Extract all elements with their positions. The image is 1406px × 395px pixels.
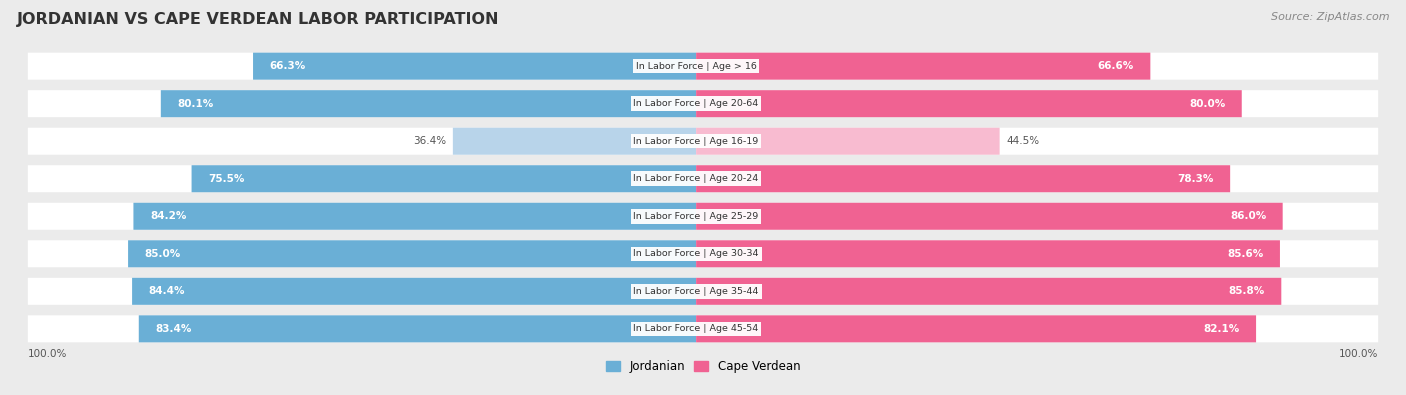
Text: 78.3%: 78.3%	[1177, 174, 1213, 184]
FancyBboxPatch shape	[696, 165, 1230, 192]
Text: In Labor Force | Age 45-54: In Labor Force | Age 45-54	[634, 324, 759, 333]
Text: 66.3%: 66.3%	[270, 61, 307, 71]
FancyBboxPatch shape	[160, 90, 696, 117]
Text: 82.1%: 82.1%	[1204, 324, 1240, 334]
FancyBboxPatch shape	[696, 240, 1279, 267]
Text: 100.0%: 100.0%	[28, 350, 67, 359]
FancyBboxPatch shape	[453, 128, 696, 155]
FancyBboxPatch shape	[28, 128, 1378, 155]
FancyBboxPatch shape	[28, 165, 1378, 192]
FancyBboxPatch shape	[696, 90, 1241, 117]
FancyBboxPatch shape	[139, 315, 696, 342]
FancyBboxPatch shape	[134, 203, 696, 230]
Text: 80.1%: 80.1%	[177, 99, 214, 109]
FancyBboxPatch shape	[253, 53, 696, 80]
Text: 84.4%: 84.4%	[149, 286, 186, 296]
Text: 84.2%: 84.2%	[150, 211, 187, 221]
Legend: Jordanian, Cape Verdean: Jordanian, Cape Verdean	[600, 355, 806, 378]
Text: 85.8%: 85.8%	[1229, 286, 1265, 296]
FancyBboxPatch shape	[132, 278, 696, 305]
FancyBboxPatch shape	[696, 278, 1281, 305]
Text: 36.4%: 36.4%	[413, 136, 446, 146]
FancyBboxPatch shape	[696, 203, 1282, 230]
Text: JORDANIAN VS CAPE VERDEAN LABOR PARTICIPATION: JORDANIAN VS CAPE VERDEAN LABOR PARTICIP…	[17, 12, 499, 27]
Text: 85.6%: 85.6%	[1227, 249, 1264, 259]
FancyBboxPatch shape	[128, 240, 696, 267]
FancyBboxPatch shape	[696, 53, 1150, 80]
FancyBboxPatch shape	[28, 90, 1378, 117]
Text: 83.4%: 83.4%	[155, 324, 191, 334]
FancyBboxPatch shape	[28, 240, 1378, 267]
Text: 44.5%: 44.5%	[1007, 136, 1039, 146]
Text: In Labor Force | Age 20-64: In Labor Force | Age 20-64	[634, 99, 759, 108]
Text: In Labor Force | Age 25-29: In Labor Force | Age 25-29	[634, 212, 759, 221]
FancyBboxPatch shape	[28, 278, 1378, 305]
Text: 85.0%: 85.0%	[145, 249, 181, 259]
FancyBboxPatch shape	[191, 165, 696, 192]
Text: In Labor Force | Age 35-44: In Labor Force | Age 35-44	[634, 287, 759, 296]
Text: In Labor Force | Age 30-34: In Labor Force | Age 30-34	[633, 249, 759, 258]
Text: 66.6%: 66.6%	[1098, 61, 1133, 71]
Text: 86.0%: 86.0%	[1230, 211, 1267, 221]
Text: In Labor Force | Age 20-24: In Labor Force | Age 20-24	[634, 174, 759, 183]
FancyBboxPatch shape	[28, 315, 1378, 342]
FancyBboxPatch shape	[28, 53, 1378, 80]
Text: Source: ZipAtlas.com: Source: ZipAtlas.com	[1271, 12, 1389, 22]
FancyBboxPatch shape	[696, 315, 1256, 342]
Text: 75.5%: 75.5%	[208, 174, 245, 184]
Text: In Labor Force | Age 16-19: In Labor Force | Age 16-19	[634, 137, 759, 146]
Text: 80.0%: 80.0%	[1189, 99, 1225, 109]
Text: In Labor Force | Age > 16: In Labor Force | Age > 16	[636, 62, 756, 71]
FancyBboxPatch shape	[696, 128, 1000, 155]
Text: 100.0%: 100.0%	[1339, 350, 1378, 359]
FancyBboxPatch shape	[28, 203, 1378, 230]
